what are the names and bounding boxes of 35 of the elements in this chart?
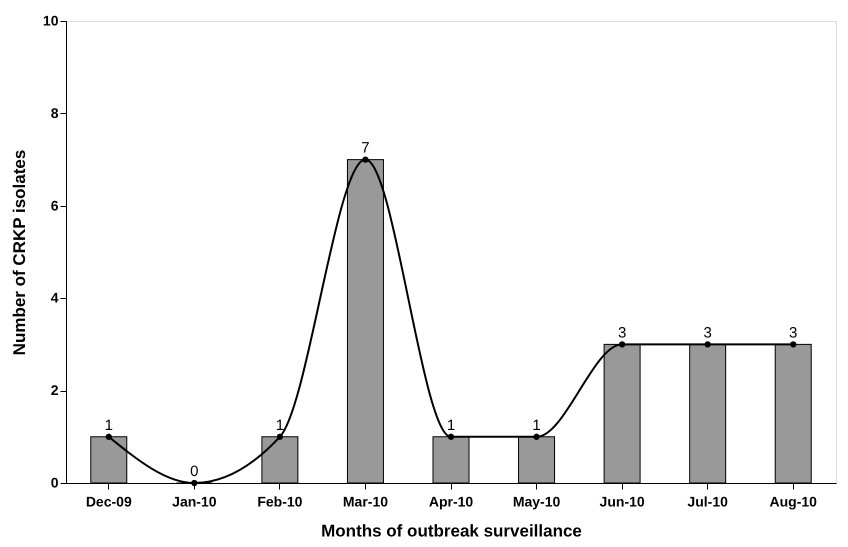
point <box>191 480 198 486</box>
data-label: 1 <box>104 416 113 434</box>
point <box>276 434 284 440</box>
y-tick-label: 10 <box>42 12 59 28</box>
point <box>362 156 369 163</box>
y-tick-label: 4 <box>50 290 59 306</box>
data-label: 0 <box>190 463 199 480</box>
point <box>106 434 112 440</box>
x-axis-title: Months of outbreak surveillance <box>321 522 582 540</box>
y-tick-label: 8 <box>50 104 59 121</box>
x-tick-label: Apr-10 <box>428 494 474 510</box>
data-label: 7 <box>361 140 370 157</box>
point <box>448 434 454 440</box>
x-tick-label: May-10 <box>512 494 561 510</box>
y-tick-label: 6 <box>50 197 59 214</box>
x-tick-label: Aug-10 <box>769 494 818 510</box>
point <box>790 341 796 348</box>
data-label: 3 <box>789 324 798 342</box>
y-tick-label: 2 <box>50 382 59 398</box>
x-tick-label: Jul-10 <box>687 494 728 510</box>
point <box>618 341 626 348</box>
point <box>533 434 540 440</box>
y-axis-title: Number of CRKP isolates <box>10 150 29 356</box>
x-tick-label: Dec-09 <box>86 494 132 510</box>
x-tick-label: Jun-10 <box>600 494 645 510</box>
y-tick-label: 0 <box>50 474 59 490</box>
x-tick-label: Mar-10 <box>342 494 388 510</box>
data-label: 3 <box>703 324 712 342</box>
x-tick-label: Jan-10 <box>172 494 217 510</box>
x-tick-label: Feb-10 <box>257 494 303 510</box>
data-label: 3 <box>618 324 626 342</box>
data-label: 1 <box>532 416 541 434</box>
point <box>704 341 711 348</box>
data-label: 1 <box>446 416 456 434</box>
data-label: 1 <box>276 416 284 434</box>
